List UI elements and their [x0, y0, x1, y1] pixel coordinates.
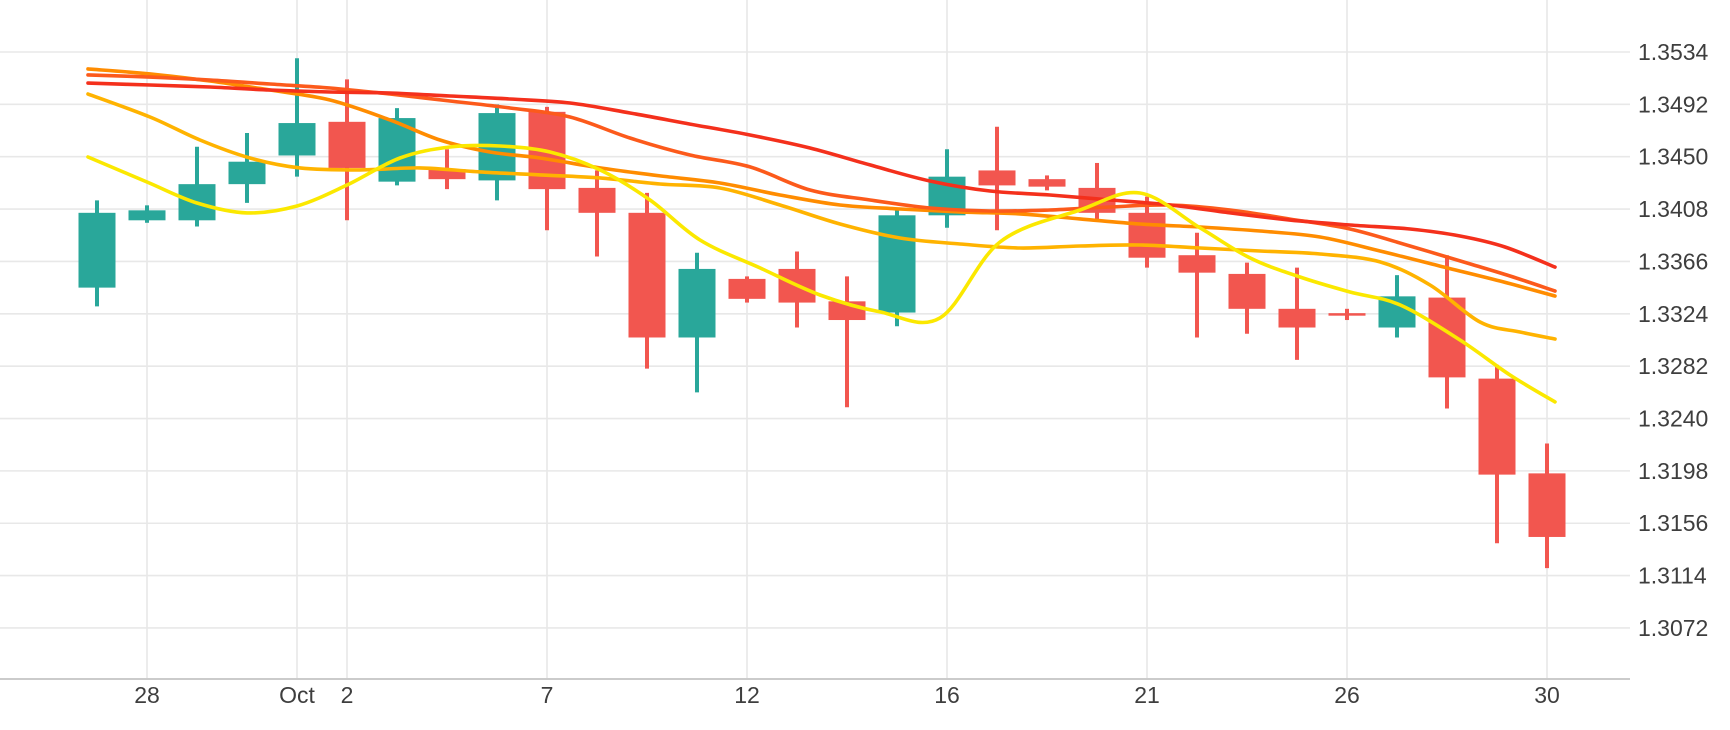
candle-body-down: [1528, 473, 1566, 537]
x-axis-label: 30: [1534, 682, 1560, 708]
y-axis-label: 1.3156: [1638, 510, 1708, 536]
x-axis-label: Oct: [279, 682, 315, 708]
candle-body-down: [1278, 308, 1316, 328]
x-axis-label: 12: [734, 682, 760, 708]
candle-body-up: [228, 161, 266, 185]
ma-line-orange: [86, 67, 1557, 298]
y-axis-label: 1.3492: [1638, 91, 1708, 117]
candle-body-down: [328, 121, 366, 168]
candle-body-down: [1478, 378, 1516, 475]
ma-line-gold: [86, 92, 1557, 341]
x-axis-label: 16: [934, 682, 960, 708]
ma-line-red: [86, 81, 1557, 269]
candle-body-down: [1128, 212, 1166, 258]
candle-body-up: [278, 123, 316, 156]
y-axis-label: 1.3534: [1638, 39, 1709, 65]
candle-body-down: [578, 187, 616, 213]
candle-body-down: [1028, 179, 1066, 187]
y-axis-label: 1.3198: [1638, 458, 1708, 484]
y-axis-label: 1.3408: [1638, 196, 1708, 222]
candle-body-down: [628, 212, 666, 338]
candle-body-up: [878, 215, 916, 313]
candle-body-up: [78, 212, 116, 288]
candle-body-down: [1228, 273, 1266, 309]
y-axis-label: 1.3366: [1638, 248, 1708, 274]
ma-line-orange-red: [86, 73, 1557, 293]
candle-body-down: [978, 170, 1016, 186]
y-axis-label: 1.3240: [1638, 406, 1708, 432]
candle-body-down: [1178, 255, 1216, 273]
ma-line-yellow: [86, 143, 1557, 404]
x-axis-label: 26: [1334, 682, 1360, 708]
y-axis-label: 1.3072: [1638, 615, 1708, 641]
candle-body-down: [1328, 313, 1366, 316]
candle-body-down: [428, 169, 466, 180]
candle-body-down: [728, 278, 766, 299]
y-axis-label: 1.3324: [1638, 301, 1709, 327]
candle-body-up: [128, 210, 166, 221]
x-axis-label: 28: [134, 682, 160, 708]
x-axis-label: 21: [1134, 682, 1160, 708]
x-axis-label: 2: [341, 682, 354, 708]
y-axis-label: 1.3450: [1638, 144, 1708, 170]
x-axis-label: 7: [541, 682, 554, 708]
y-axis-label: 1.3282: [1638, 353, 1708, 379]
candle-body-up: [678, 268, 716, 338]
y-axis-label: 1.3114: [1638, 563, 1707, 589]
